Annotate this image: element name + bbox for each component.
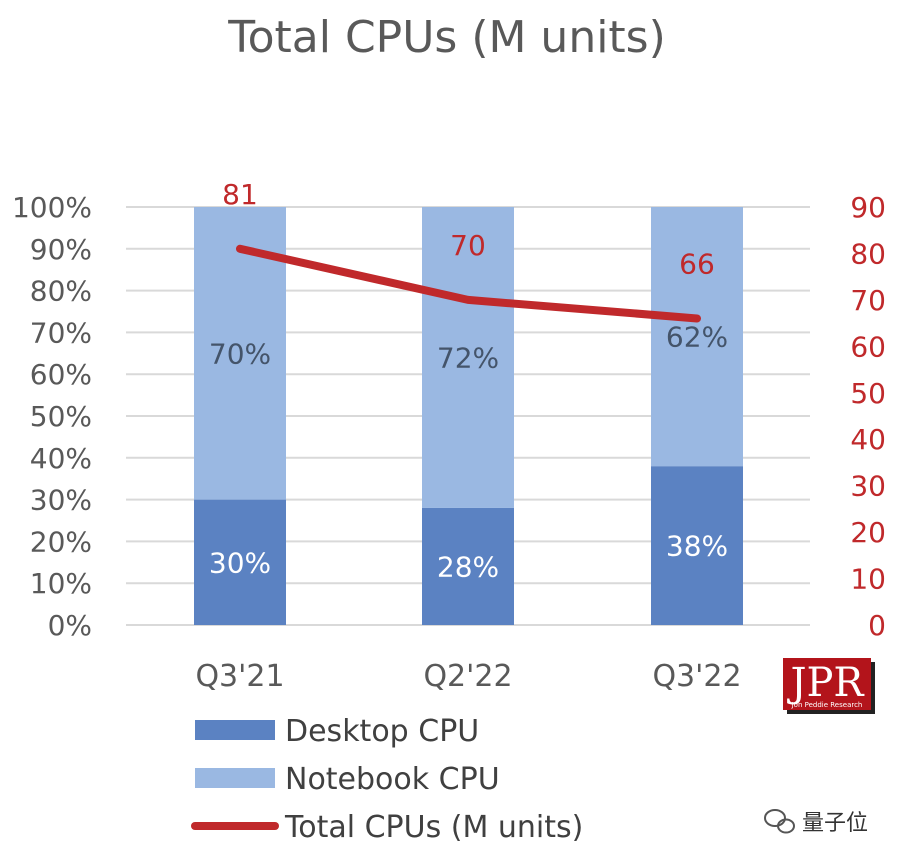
left-tick-label: 20%	[30, 525, 92, 558]
x-tick-label: Q3'21	[195, 659, 284, 694]
bar-labels: 30% 70% 28% 72% 38% 62%	[209, 321, 728, 584]
left-tick-label: 70%	[30, 316, 92, 349]
legend: Desktop CPU Notebook CPU Total CPUs (M uni…	[191, 714, 583, 845]
legend-swatch	[195, 768, 275, 788]
right-tick-label: 70	[850, 284, 886, 317]
notebook-bar	[422, 207, 514, 508]
left-tick-label: 80%	[30, 275, 92, 308]
bars	[194, 207, 743, 625]
left-tick-label: 10%	[30, 567, 92, 600]
total-cpus-point	[467, 298, 469, 301]
legend-label: Desktop CPU	[285, 714, 479, 749]
total-cpus-point	[239, 247, 241, 250]
desktop-bar-label: 28%	[437, 550, 499, 583]
wechat-icon	[764, 809, 795, 834]
notebook-bar-label: 72%	[437, 341, 499, 374]
jpr-logo-text: JPR	[786, 660, 865, 706]
chart-title: Total CPUs (M units)	[227, 12, 666, 63]
right-tick-label: 20	[850, 516, 886, 549]
total-cpus-point	[696, 317, 698, 320]
right-tick-label: 30	[850, 470, 886, 503]
x-tick-label: Q2'22	[423, 659, 512, 694]
right-y-axis: 0 10 20 30 40 50 60 70 80 90	[850, 191, 886, 642]
right-tick-label: 50	[850, 377, 886, 410]
total-line	[236, 244, 701, 323]
right-tick-label: 0	[868, 609, 886, 642]
legend-label: Notebook CPU	[285, 762, 500, 797]
right-tick-label: 80	[850, 237, 886, 270]
x-axis: Q3'21 Q2'22 Q3'22	[195, 659, 741, 694]
right-tick-label: 40	[850, 423, 886, 456]
total-cpus-label: 81	[222, 178, 258, 211]
desktop-bar-label: 30%	[209, 546, 271, 579]
x-tick-label: Q3'22	[652, 659, 741, 694]
desktop-bar	[651, 466, 743, 625]
notebook-bar-label: 62%	[666, 321, 728, 354]
legend-label: Total CPUs (M units)	[284, 810, 583, 845]
right-tick-label: 10	[850, 563, 886, 596]
right-tick-label: 90	[850, 191, 886, 224]
total-cpus-label: 70	[450, 229, 486, 262]
desktop-bar	[422, 507, 514, 625]
left-tick-label: 40%	[30, 442, 92, 475]
jpr-logo: JPR Jon Peddie Research	[783, 658, 875, 714]
watermark: 量子位	[764, 809, 868, 836]
desktop-bar-label: 38%	[666, 530, 728, 563]
right-tick-label: 60	[850, 330, 886, 363]
left-tick-label: 50%	[30, 400, 92, 433]
watermark-text: 量子位	[802, 811, 868, 836]
notebook-bar	[651, 207, 743, 467]
jpr-logo-box	[783, 658, 871, 710]
left-tick-label: 0%	[48, 609, 92, 642]
desktop-bar	[194, 499, 286, 625]
left-tick-label: 60%	[30, 358, 92, 391]
total-labels: 81 70 66	[222, 178, 715, 281]
legend-swatch	[195, 720, 275, 740]
left-tick-label: 30%	[30, 484, 92, 517]
total-cpus-label: 66	[679, 247, 715, 280]
jpr-logo-subtext: Jon Peddie Research	[791, 701, 863, 709]
left-tick-label: 90%	[30, 233, 92, 266]
notebook-bar-label: 70%	[209, 337, 271, 370]
left-y-axis: 0% 10% 20% 30% 40% 50% 60% 70% 80% 90% 100%	[12, 191, 92, 642]
left-tick-label: 100%	[12, 191, 92, 224]
